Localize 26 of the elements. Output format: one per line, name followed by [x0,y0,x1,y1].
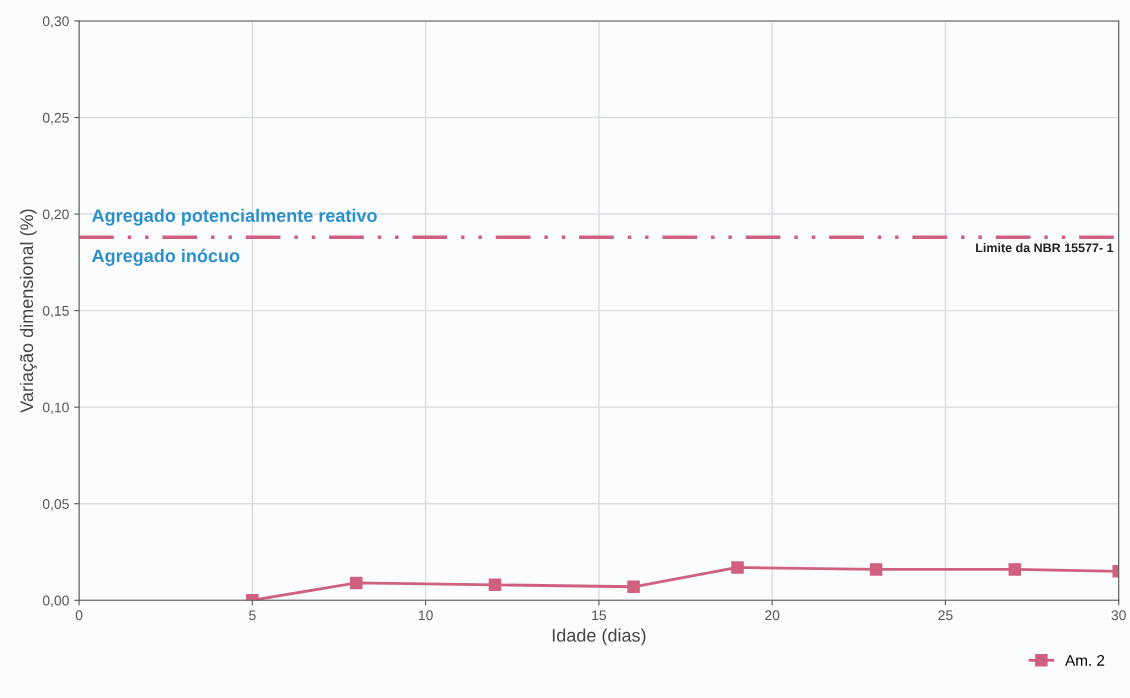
x-tick-label: 15 [592,610,607,621]
y-tick-label: 0,15 [42,305,69,318]
point [627,580,640,594]
y-tick-label: 0,20 [42,209,69,221]
x-tick-label: 0 [75,610,83,621]
x-tick-label: 30 [1111,610,1126,621]
point [731,561,744,574]
x-tick-label: 20 [765,610,780,621]
point [488,578,502,592]
y-tick-label: 0,30 [42,16,69,28]
y-tick-label: 0,05 [42,499,69,511]
y-tick-label: 0,00 [42,595,69,608]
x-tick-label: 5 [249,610,256,621]
y-axis-title: Variação dimensional (%) [19,209,37,413]
annotation: Agregado potencialmente reativo [92,208,377,226]
legend-label: Am. 2 [1065,654,1105,666]
annotation: Agregado inócuo [92,248,240,266]
point [869,563,883,576]
x-tick-label: 10 [418,610,433,621]
ref-line-label: Limite da NBR 15577- 1 [976,243,1114,253]
y-tick-label: 0,10 [42,402,69,414]
x-tick-label: 25 [938,610,953,621]
point [1008,563,1021,576]
point [350,576,363,590]
x-axis-title: Idade (dias) [552,628,646,646]
y-tick-label: 0,25 [42,112,69,125]
